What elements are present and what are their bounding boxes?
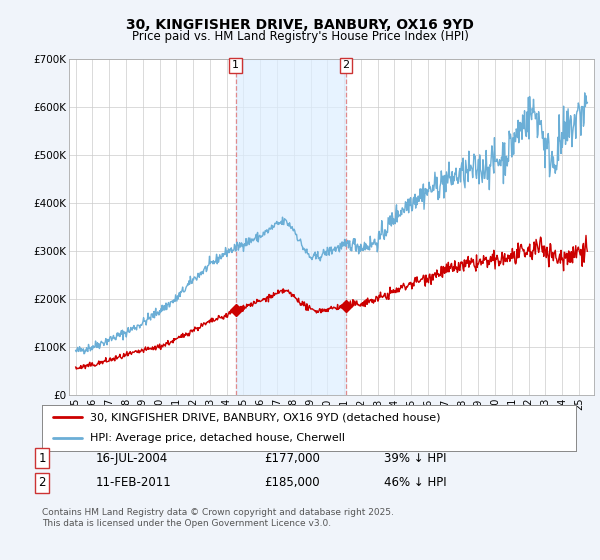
Text: 1: 1 bbox=[38, 451, 46, 465]
Text: 39% ↓ HPI: 39% ↓ HPI bbox=[384, 451, 446, 465]
Bar bbox=[236, 59, 346, 395]
Text: 46% ↓ HPI: 46% ↓ HPI bbox=[384, 476, 446, 489]
Text: 16-JUL-2004: 16-JUL-2004 bbox=[96, 451, 168, 465]
Text: Price paid vs. HM Land Registry's House Price Index (HPI): Price paid vs. HM Land Registry's House … bbox=[131, 30, 469, 43]
Text: 11-FEB-2011: 11-FEB-2011 bbox=[96, 476, 172, 489]
Text: 2: 2 bbox=[38, 476, 46, 489]
Text: Contains HM Land Registry data © Crown copyright and database right 2025.
This d: Contains HM Land Registry data © Crown c… bbox=[42, 508, 394, 528]
Text: 30, KINGFISHER DRIVE, BANBURY, OX16 9YD (detached house): 30, KINGFISHER DRIVE, BANBURY, OX16 9YD … bbox=[90, 412, 440, 422]
Text: £185,000: £185,000 bbox=[264, 476, 320, 489]
Text: 2: 2 bbox=[343, 60, 349, 71]
Text: 30, KINGFISHER DRIVE, BANBURY, OX16 9YD: 30, KINGFISHER DRIVE, BANBURY, OX16 9YD bbox=[126, 18, 474, 32]
Text: HPI: Average price, detached house, Cherwell: HPI: Average price, detached house, Cher… bbox=[90, 433, 345, 444]
Text: 1: 1 bbox=[232, 60, 239, 71]
Text: £177,000: £177,000 bbox=[264, 451, 320, 465]
